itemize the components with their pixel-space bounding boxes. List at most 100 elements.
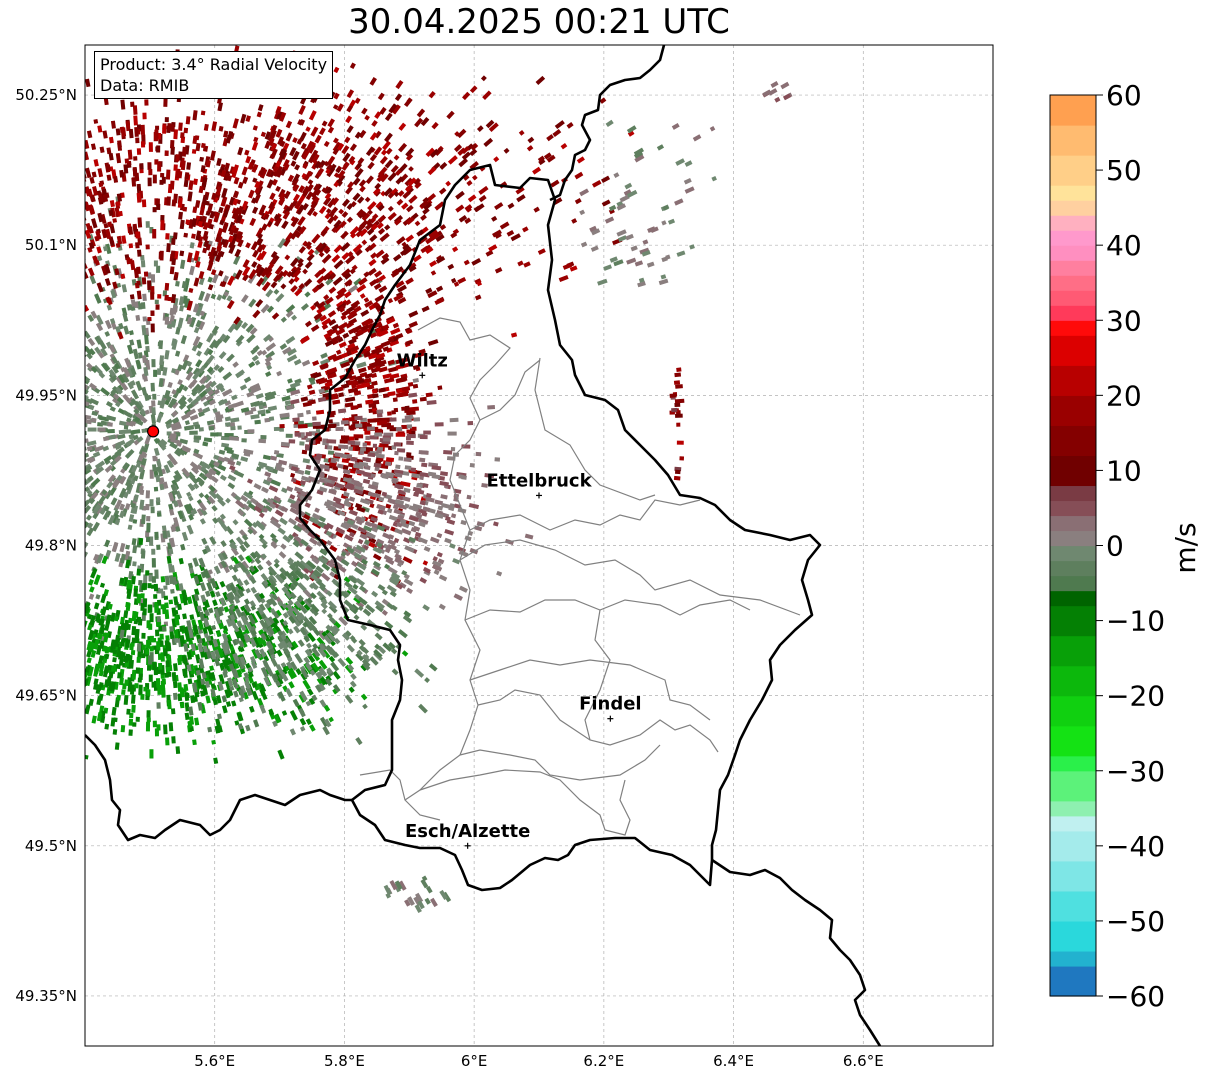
- colorbar-tick-label: −20: [1106, 680, 1165, 713]
- colorbar-band: [1050, 500, 1096, 517]
- colorbar-band: [1050, 425, 1096, 456]
- colorbar-tick-label: −40: [1106, 830, 1165, 863]
- colorbar-band: [1050, 965, 1096, 997]
- colorbar-band: [1050, 125, 1096, 156]
- colorbar-band: [1050, 725, 1096, 757]
- y-tick-label: 50.1°N: [25, 236, 77, 254]
- x-tick-label: 5.6°E: [194, 1052, 235, 1070]
- colorbar-band: [1050, 920, 1096, 952]
- y-axis-ticks: 50.25°N 50.1°N 49.95°N 49.8°N 49.65°N 49.5°N 4…: [15, 86, 77, 1005]
- city-label: Findel: [579, 694, 642, 715]
- canton-boundaries: [359, 317, 801, 836]
- colorbar-band: [1050, 485, 1096, 502]
- x-tick-label: 6.6°E: [843, 1052, 884, 1070]
- city-label: Esch/Alzette: [405, 821, 530, 842]
- y-tick-label: 50.25°N: [15, 86, 77, 104]
- x-tick-label: 6°E: [461, 1052, 488, 1070]
- colorbar-band: [1050, 635, 1096, 667]
- colorbar-band: [1050, 275, 1096, 291]
- x-tick-label: 5.8°E: [324, 1052, 365, 1070]
- colorbar-band: [1050, 200, 1096, 216]
- city-ettelbruck: Ettelbruck: [486, 470, 593, 499]
- plot-frame: [84, 44, 994, 1047]
- canton-line: [477, 689, 719, 753]
- colorbar-tick-label: 40: [1106, 229, 1142, 262]
- colorbar-band: [1050, 515, 1096, 532]
- city-markers: Wiltz Ettelbruck Findel Esch/Alzette: [397, 350, 642, 849]
- france-germany-border: [711, 858, 882, 1046]
- canton-line: [459, 539, 801, 616]
- map-title: 30.04.2025 00:21 UTC: [348, 2, 730, 42]
- france-belgium-border: [85, 734, 352, 842]
- city-wiltz: Wiltz: [397, 350, 448, 379]
- colorbar-band: [1050, 455, 1096, 487]
- x-tick-label: 6.4°E: [713, 1052, 754, 1070]
- y-tick-label: 49.5°N: [25, 837, 77, 855]
- x-tick-label: 6.2°E: [583, 1052, 624, 1070]
- canton-line: [534, 357, 656, 501]
- colorbar-band: [1050, 305, 1096, 321]
- y-tick-label: 49.95°N: [15, 386, 77, 404]
- colorbar-tick-label: 50: [1106, 154, 1142, 187]
- colorbar-band: [1050, 260, 1096, 276]
- colorbar-band: [1050, 560, 1096, 577]
- colorbar-band: [1050, 755, 1096, 772]
- colorbar-band: [1050, 320, 1096, 336]
- colorbar-tick-label: 0: [1106, 530, 1124, 563]
- canton-line: [464, 599, 751, 621]
- colorbar-tick-label: −10: [1106, 605, 1165, 638]
- colorbar-band: [1050, 860, 1096, 892]
- colorbar-tick-label: 60: [1106, 79, 1142, 112]
- colorbar-band: [1050, 800, 1096, 817]
- luxembourg-border: [298, 163, 822, 892]
- city-esch-alzette: Esch/Alzette: [405, 821, 530, 849]
- city-label: Ettelbruck: [486, 470, 592, 491]
- radar-echo-field: [85, 45, 793, 914]
- colorbar-band: [1050, 665, 1096, 697]
- colorbar-band: [1050, 95, 1096, 126]
- colorbar-band: [1050, 605, 1096, 637]
- product-label: Product: 3.4° Radial Velocity: [100, 55, 328, 74]
- colorbar-band: [1050, 530, 1096, 547]
- colorbar-unit-label: m/s: [1169, 522, 1202, 573]
- colorbar-band: [1050, 590, 1096, 607]
- colorbar-band: [1050, 230, 1096, 246]
- colorbar-tick-label: −30: [1106, 755, 1165, 788]
- colorbar-band: [1050, 545, 1096, 562]
- y-tick-label: 49.35°N: [15, 987, 77, 1005]
- canton-line: [404, 317, 511, 801]
- colorbar-tick-label: 20: [1106, 379, 1142, 412]
- colorbar-tick-label: 10: [1106, 454, 1142, 487]
- y-tick-label: 49.65°N: [15, 687, 77, 705]
- canton-line: [469, 499, 701, 531]
- colorbar-tick-label: −60: [1106, 980, 1165, 1013]
- city-label: Wiltz: [397, 350, 448, 371]
- colorbar-band: [1050, 395, 1096, 426]
- colorbar-band: [1050, 215, 1096, 231]
- canton-line: [359, 769, 441, 821]
- data-source-label: Data: RMIB: [100, 76, 190, 95]
- colorbar-band: [1050, 575, 1096, 592]
- colorbar-band: [1050, 185, 1096, 201]
- colorbar-band: [1050, 245, 1096, 261]
- colorbar-tick-label: −50: [1106, 905, 1165, 938]
- canton-line: [479, 359, 541, 421]
- x-axis-ticks: 5.6°E 5.8°E 6°E 6.2°E 6.4°E 6.6°E: [194, 1052, 883, 1070]
- colorbar-tick-label: 30: [1106, 304, 1142, 337]
- colorbar-band: [1050, 830, 1096, 862]
- colorbar-band: [1050, 290, 1096, 306]
- canton-line: [584, 609, 611, 741]
- colorbar-ticks: 60 50 40 30 20 10 0 −10 −20 −30 −40 −50 −60: [1096, 79, 1165, 1013]
- colorbar-band: [1050, 890, 1096, 922]
- colorbar-band: [1050, 695, 1096, 727]
- radar-site-marker: [147, 425, 160, 438]
- canton-line: [459, 744, 661, 781]
- colorbar: [1050, 95, 1096, 997]
- product-info-box: Product: 3.4° Radial Velocity Data: RMIB: [94, 51, 334, 99]
- colorbar-band: [1050, 815, 1096, 832]
- city-findel: Findel: [579, 694, 642, 722]
- country-borders: [85, 45, 882, 1046]
- y-tick-label: 49.8°N: [25, 537, 77, 555]
- germany-border: [549, 45, 666, 202]
